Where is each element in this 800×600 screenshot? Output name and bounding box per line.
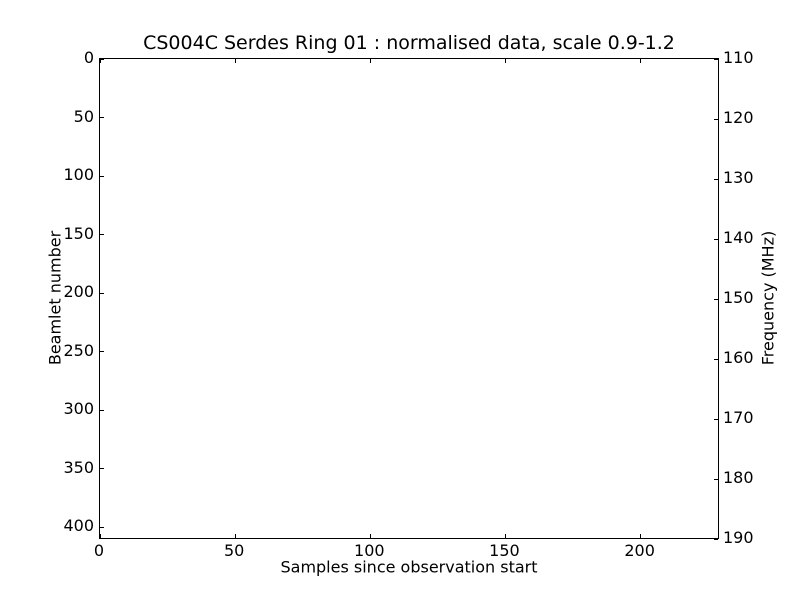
y-tick-label-left: 50 xyxy=(73,106,94,126)
y-axis-label-right: Frequency (MHz) xyxy=(758,230,778,366)
x-tick-bottom xyxy=(99,534,101,538)
x-tick-top xyxy=(504,59,506,63)
y-tick-right xyxy=(714,118,718,120)
y-tick-label-right: 130 xyxy=(723,168,754,187)
x-tick-label: 100 xyxy=(354,541,385,560)
y-axis-label-left: Beamlet number xyxy=(45,230,65,366)
y-tick-left xyxy=(100,351,104,353)
x-axis-label: Samples since observation start xyxy=(280,557,538,577)
x-tick-bottom xyxy=(234,534,236,538)
y-tick-label-right: 110 xyxy=(723,48,754,67)
x-tick-label: 0 xyxy=(93,541,105,560)
x-tick-label: 50 xyxy=(223,541,245,560)
y-tick-label-left: 100 xyxy=(63,165,94,185)
y-tick-label-right: 180 xyxy=(723,468,754,487)
y-tick-label-right: 170 xyxy=(723,408,754,427)
y-tick-left xyxy=(100,117,104,119)
x-tick-bottom xyxy=(504,534,506,538)
y-tick-right xyxy=(714,298,718,300)
y-tick-left xyxy=(100,234,104,236)
y-tick-right xyxy=(714,358,718,360)
y-tick-left xyxy=(100,58,104,60)
y-tick-right xyxy=(714,178,718,180)
y-tick-label-left: 200 xyxy=(63,282,94,302)
y-tick-left xyxy=(100,292,104,294)
y-tick-label-right: 150 xyxy=(723,288,754,307)
y-tick-label-right: 140 xyxy=(723,228,754,247)
y-tick-left xyxy=(100,175,104,177)
chart-title: CS004C Serdes Ring 01 : normalised data,… xyxy=(143,32,675,54)
x-tick-top xyxy=(640,59,642,63)
y-tick-label-right: 160 xyxy=(723,348,754,367)
y-tick-label-right: 120 xyxy=(723,108,754,127)
y-tick-label-right: 190 xyxy=(723,528,754,547)
x-tick-top xyxy=(369,59,371,63)
x-tick-bottom xyxy=(640,534,642,538)
plot-area xyxy=(99,58,719,540)
y-tick-label-left: 250 xyxy=(63,340,94,360)
y-tick-right xyxy=(714,538,718,540)
y-tick-label-left: 350 xyxy=(63,457,94,477)
x-tick-top xyxy=(234,59,236,63)
y-tick-label-left: 0 xyxy=(83,48,94,67)
x-tick-bottom xyxy=(369,534,371,538)
y-tick-right xyxy=(714,478,718,480)
y-tick-left xyxy=(100,409,104,411)
x-tick-top xyxy=(99,59,101,63)
y-tick-left xyxy=(100,526,104,528)
x-tick-label: 200 xyxy=(624,541,655,560)
x-tick-label: 150 xyxy=(489,541,520,560)
y-tick-label-left: 300 xyxy=(63,399,94,419)
y-tick-right xyxy=(714,58,718,60)
y-tick-label-left: 400 xyxy=(63,516,94,536)
y-tick-left xyxy=(100,468,104,470)
y-tick-right xyxy=(714,418,718,420)
y-tick-right xyxy=(714,238,718,240)
y-tick-label-left: 150 xyxy=(63,223,94,243)
